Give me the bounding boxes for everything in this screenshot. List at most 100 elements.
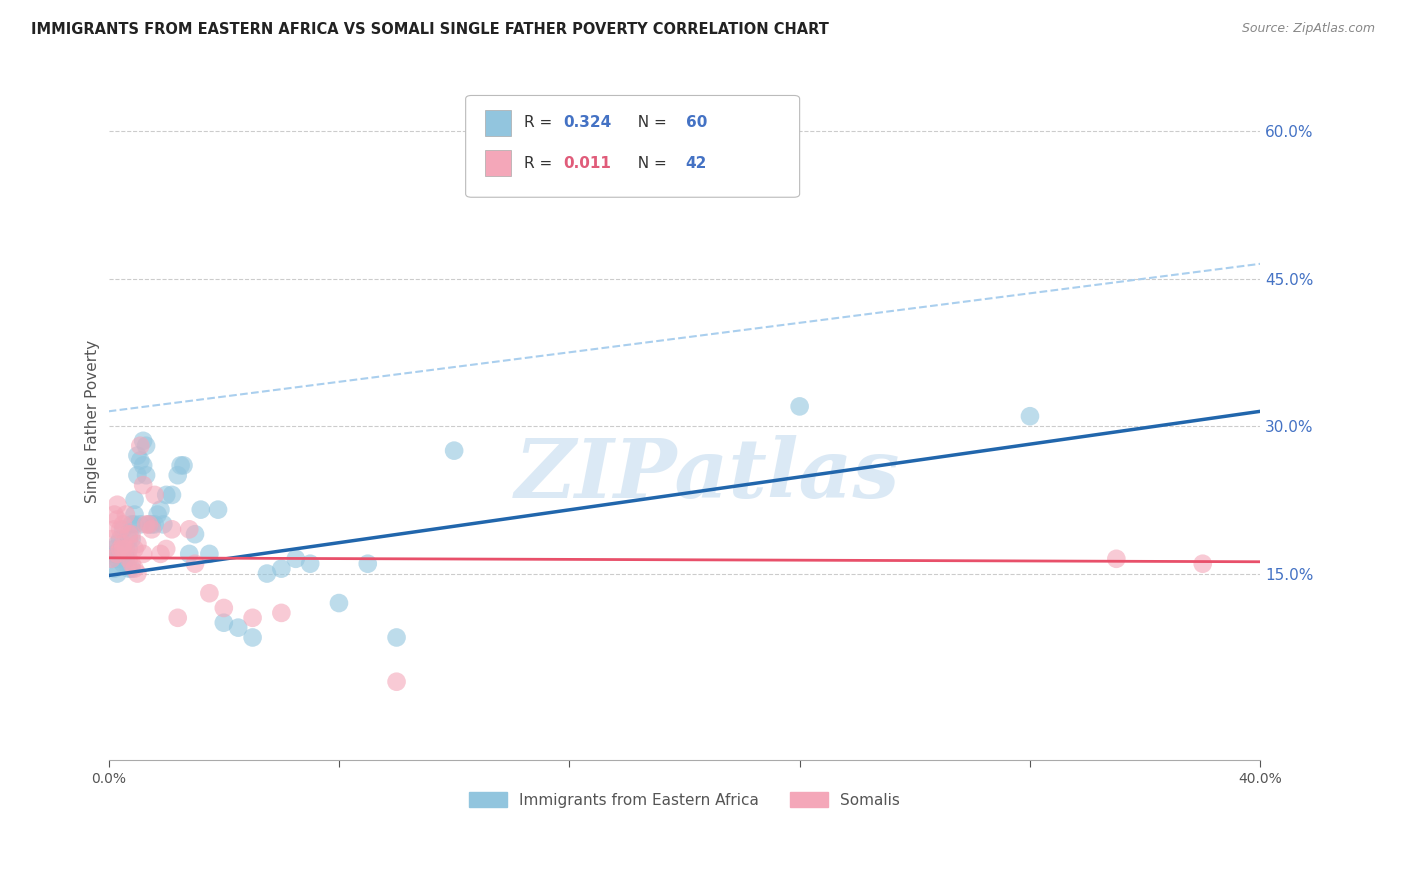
- Point: [212, 615, 235, 630]
- Point: [103, 508, 125, 522]
- Text: ZIPatlas: ZIPatlas: [515, 435, 900, 516]
- Text: 42: 42: [686, 156, 707, 170]
- Point: [198, 586, 221, 600]
- Point: [103, 522, 125, 536]
- Point: [121, 557, 143, 571]
- Point: [118, 532, 141, 546]
- Point: [169, 458, 191, 473]
- Point: [328, 596, 350, 610]
- Point: [105, 512, 128, 526]
- Point: [160, 522, 183, 536]
- Point: [135, 439, 157, 453]
- Point: [115, 541, 138, 556]
- Point: [103, 561, 125, 575]
- Point: [184, 527, 207, 541]
- Point: [198, 547, 221, 561]
- Point: [108, 541, 131, 556]
- Point: [127, 566, 149, 581]
- Point: [100, 551, 122, 566]
- Point: [105, 537, 128, 551]
- Point: [141, 522, 163, 536]
- Text: 60: 60: [686, 115, 707, 130]
- Point: [385, 674, 408, 689]
- Point: [108, 532, 131, 546]
- Point: [121, 532, 143, 546]
- Point: [105, 498, 128, 512]
- Point: [127, 449, 149, 463]
- Point: [124, 517, 146, 532]
- Point: [124, 561, 146, 575]
- Point: [124, 541, 146, 556]
- Point: [179, 547, 201, 561]
- Point: [149, 502, 172, 516]
- Point: [112, 517, 135, 532]
- Text: N =: N =: [628, 156, 672, 170]
- Point: [1191, 557, 1213, 571]
- Text: N =: N =: [628, 115, 672, 130]
- Point: [143, 517, 166, 532]
- Text: 0.324: 0.324: [564, 115, 612, 130]
- Point: [121, 561, 143, 575]
- Point: [138, 517, 160, 532]
- Point: [160, 488, 183, 502]
- Point: [124, 508, 146, 522]
- Point: [173, 458, 195, 473]
- Point: [124, 492, 146, 507]
- Text: R =: R =: [524, 156, 558, 170]
- Point: [212, 601, 235, 615]
- Point: [179, 522, 201, 536]
- Point: [112, 541, 135, 556]
- Point: [256, 566, 278, 581]
- Point: [443, 443, 465, 458]
- Point: [135, 468, 157, 483]
- Point: [105, 566, 128, 581]
- Point: [132, 478, 155, 492]
- Point: [112, 537, 135, 551]
- Point: [132, 458, 155, 473]
- Point: [115, 508, 138, 522]
- Point: [558, 169, 581, 183]
- Point: [112, 522, 135, 536]
- Legend: Immigrants from Eastern Africa, Somalis: Immigrants from Eastern Africa, Somalis: [463, 786, 905, 814]
- Point: [105, 547, 128, 561]
- Point: [141, 517, 163, 532]
- Point: [152, 517, 174, 532]
- Point: [135, 517, 157, 532]
- Point: [226, 621, 249, 635]
- Point: [129, 453, 152, 467]
- Point: [129, 517, 152, 532]
- Point: [299, 557, 322, 571]
- Point: [789, 400, 811, 414]
- Point: [146, 508, 169, 522]
- Point: [132, 434, 155, 448]
- Point: [118, 527, 141, 541]
- Text: IMMIGRANTS FROM EASTERN AFRICA VS SOMALI SINGLE FATHER POVERTY CORRELATION CHART: IMMIGRANTS FROM EASTERN AFRICA VS SOMALI…: [31, 22, 828, 37]
- Bar: [485, 110, 510, 136]
- Point: [155, 541, 177, 556]
- Point: [103, 541, 125, 556]
- Text: 0.011: 0.011: [564, 156, 612, 170]
- Point: [149, 547, 172, 561]
- Point: [127, 468, 149, 483]
- Point: [121, 527, 143, 541]
- Point: [118, 561, 141, 575]
- Point: [138, 517, 160, 532]
- Point: [118, 541, 141, 556]
- Point: [385, 631, 408, 645]
- Text: R =: R =: [524, 115, 558, 130]
- Point: [108, 547, 131, 561]
- Point: [184, 557, 207, 571]
- Point: [132, 547, 155, 561]
- Point: [127, 537, 149, 551]
- Point: [118, 551, 141, 566]
- Text: Source: ZipAtlas.com: Source: ZipAtlas.com: [1241, 22, 1375, 36]
- Point: [166, 611, 188, 625]
- Point: [166, 468, 188, 483]
- Point: [100, 532, 122, 546]
- Point: [270, 561, 292, 575]
- Point: [115, 541, 138, 556]
- Point: [1105, 551, 1128, 566]
- Point: [242, 631, 264, 645]
- Point: [105, 551, 128, 566]
- Point: [155, 488, 177, 502]
